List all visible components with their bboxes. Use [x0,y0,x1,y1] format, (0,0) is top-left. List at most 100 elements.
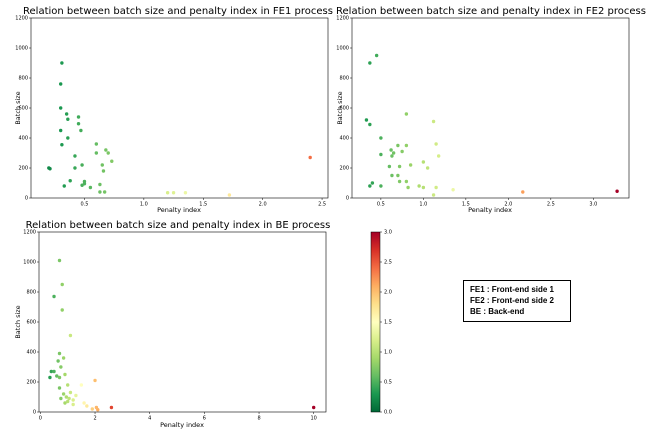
y-tick-label: 800 [18,76,28,82]
data-point [404,179,409,184]
data-point [421,160,426,164]
data-point [110,159,114,163]
plot-fe2-points [364,53,619,197]
data-point [73,166,77,170]
data-point [404,143,409,148]
colorbar-tick-label: 3.0 [384,230,392,236]
y-tick-label: 200 [26,380,36,386]
x-tick-label: 2 [93,416,96,422]
data-point [104,148,108,152]
plot-fe1-title: Relation between batch size and penalty … [23,6,333,17]
plot-fe2-xlabel: Penalty index [468,206,512,214]
data-point [106,151,110,155]
x-tick-label: 2.5 [547,202,555,208]
data-point [63,372,67,377]
y-tick-label: 0 [346,196,349,202]
plot-fe2-ylabel: Batch size [336,91,344,124]
plot-be-title: Relation between batch size and penalty … [26,220,331,231]
y-tick-label: 800 [339,76,349,82]
data-point [364,118,369,122]
plot-fe2-frame [351,17,630,199]
data-point [90,407,95,411]
data-point [60,61,64,65]
data-point [396,143,400,148]
data-point [60,282,64,287]
data-point [60,308,64,312]
data-point [94,405,99,410]
plot-be-xlabel: Penalty index [160,421,204,429]
data-point [52,294,56,299]
data-point [374,53,379,58]
y-tick-label: 400 [339,136,349,142]
colorbar-tick-label: 0.5 [384,380,392,386]
data-point [57,386,62,390]
data-point [434,142,438,146]
data-point [63,401,67,405]
data-point [93,378,97,383]
plot-fe1: Relation between batch size and penalty … [14,6,333,214]
y-tick-label: 1200 [336,16,349,22]
data-point [49,369,53,374]
plot-be: Relation between batch size and penalty … [14,220,330,429]
data-point [82,182,87,186]
colorbar-ticks: 0.0 0.5 1.0 1.5 2.0 2.5 3.0 [380,230,392,416]
x-tick-label: 2.0 [259,202,267,208]
colorbar-tick-label: 0.0 [384,410,392,416]
data-point [379,184,383,188]
data-point [62,184,66,188]
x-tick-label: 0 [39,416,42,422]
data-point [66,383,70,387]
data-point [98,190,102,194]
data-point [68,390,73,395]
data-point [390,154,394,158]
data-point [417,184,421,188]
legend-line-be: BE : Back-end [470,307,525,316]
x-tick-label: 0.5 [80,202,88,208]
data-point [100,163,104,167]
data-point [85,404,89,408]
data-point [379,136,383,140]
legend-line-fe1: FE1 : Front-end side 1 [470,285,555,294]
y-tick-label: 0 [33,410,36,416]
data-point [109,405,114,410]
data-point [171,191,176,195]
data-point [436,154,441,158]
data-point [521,190,525,194]
data-point [368,122,372,127]
data-point [74,393,78,398]
y-tick-label: 1000 [23,260,36,266]
data-point [80,163,84,167]
data-point [404,112,409,116]
data-point [451,188,455,192]
x-tick-label: 2.5 [318,202,326,208]
data-point [615,189,619,193]
y-tick-label: 0 [25,196,28,202]
plot-fe1-xlabel: Penalty index [157,206,201,214]
data-point [82,401,86,405]
data-point [165,191,170,195]
plot-be-ticks: 0 2 4 6 8 10 0 200 400 600 800 1000 1200 [23,230,317,422]
data-point [61,392,66,396]
data-point [368,61,372,65]
data-point [57,258,62,263]
data-point [56,359,60,363]
plot-fe1-ylabel: Batch size [14,91,22,124]
data-point [64,395,69,399]
y-tick-label: 600 [26,320,36,326]
y-tick-label: 400 [18,136,28,142]
data-point [421,185,426,190]
plot-fe1-ticks: 0.5 1.0 1.5 2.0 2.5 0 200 400 600 800 1000 1200 [15,16,326,208]
data-point [408,163,413,167]
y-tick-label: 1200 [23,230,36,236]
data-point [67,396,71,401]
data-point [390,173,394,178]
data-point [59,82,63,86]
x-tick-label: 4 [148,416,151,422]
y-tick-label: 800 [26,290,36,296]
data-point [183,191,188,195]
data-point [79,128,83,133]
x-tick-label: 6 [203,416,206,422]
x-tick-label: 1.5 [462,202,470,208]
plot-fe2: Relation between batch size and penalty … [336,6,646,214]
data-point [71,402,75,407]
